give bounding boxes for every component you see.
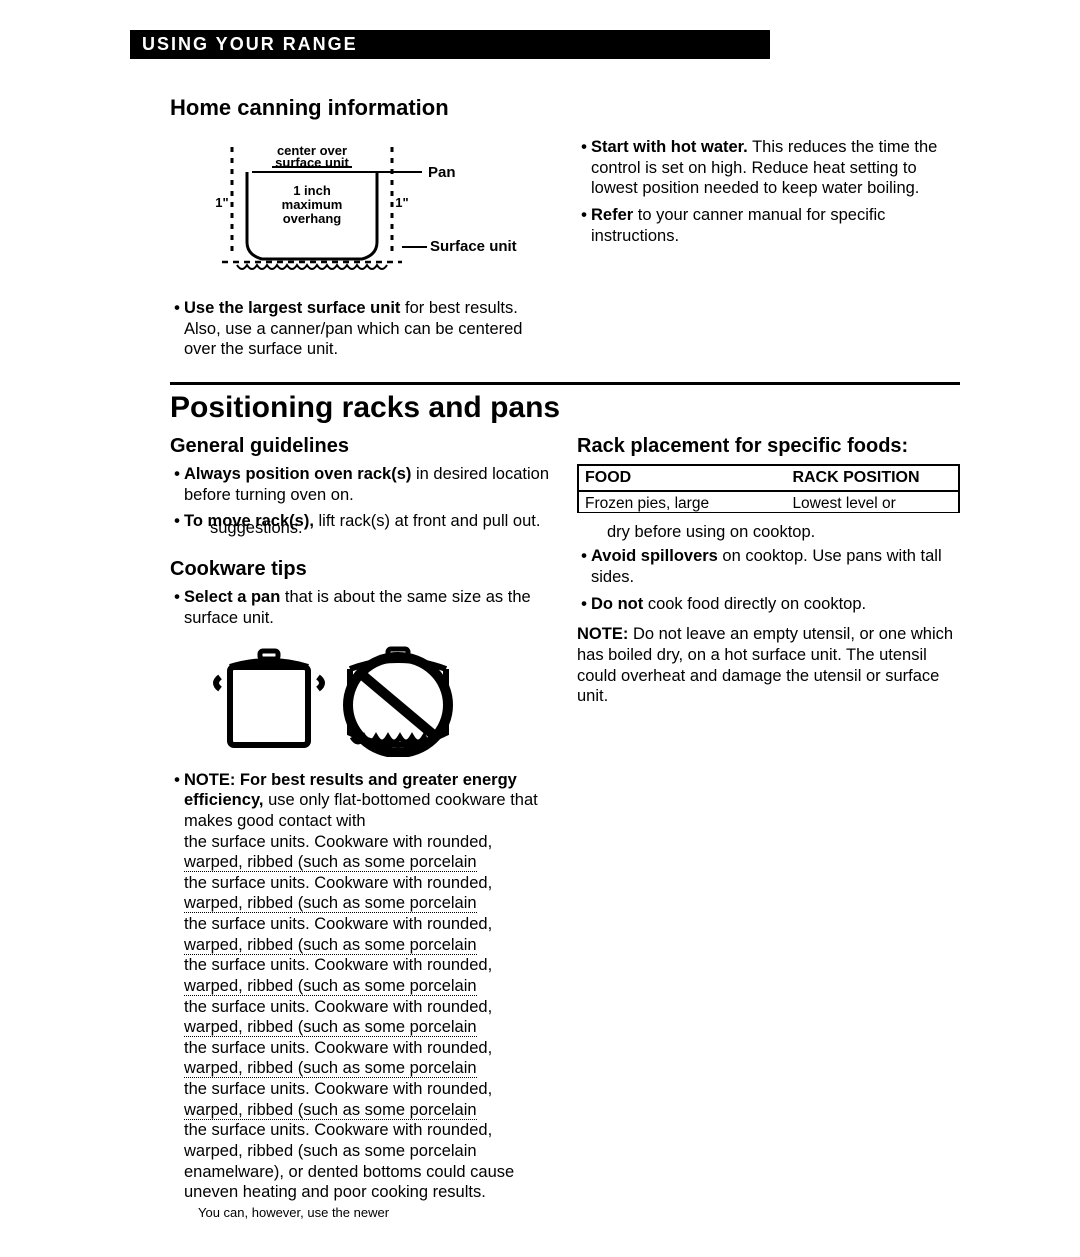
home-canning-heading: Home canning information bbox=[170, 95, 960, 121]
canning-right-bullet-1: • Start with hot water. This reduces the… bbox=[577, 137, 960, 199]
svg-text:Pan: Pan bbox=[428, 164, 456, 181]
canning-left-bullet: • Use the largest surface unit for best … bbox=[170, 298, 553, 360]
tail-line-2: You can, however, use the newer bbox=[198, 1205, 553, 1221]
svg-text:1": 1" bbox=[395, 195, 408, 210]
svg-text:overhang: overhang bbox=[282, 211, 341, 226]
right-note-text: Do not leave an empty utensil, or one wh… bbox=[577, 625, 953, 705]
section-rule bbox=[170, 382, 960, 385]
svg-text:maximum: maximum bbox=[281, 197, 342, 212]
overlay-fragment-left: suggestions. bbox=[210, 518, 553, 539]
table-row: Frozen pies, large Lowest level or bbox=[579, 492, 958, 512]
table-cell-position: Lowest level or bbox=[792, 495, 952, 509]
svg-text:surface unit: surface unit bbox=[275, 155, 349, 170]
note-bullet: • NOTE: For best results and greater ene… bbox=[170, 770, 553, 1221]
cookware-diagram bbox=[200, 637, 553, 762]
positioning-right-col: Rack placement for specific foods: FOOD … bbox=[577, 429, 960, 532]
positioning-title: Positioning racks and pans bbox=[170, 391, 960, 425]
canning-left-col: center over surface unit 1 inch maximum … bbox=[170, 137, 553, 366]
canner-diagram: center over surface unit 1 inch maximum … bbox=[170, 137, 553, 282]
right-note-paragraph: NOTE: Do not leave an empty utensil, or … bbox=[577, 624, 960, 707]
positioning-columns: General guidelines • Always position ove… bbox=[170, 429, 960, 532]
canning-columns: center over surface unit 1 inch maximum … bbox=[170, 137, 960, 366]
svg-text:Surface unit: Surface unit bbox=[430, 238, 517, 255]
section-header-bar: USING YOUR RANGE bbox=[130, 30, 770, 59]
table-header-row: FOOD RACK POSITION bbox=[579, 466, 958, 492]
cookware-tips-heading: Cookware tips bbox=[170, 558, 553, 581]
right-bullet-1: • Avoid spillovers on cooktop. Use pans … bbox=[577, 546, 960, 587]
rack-placement-heading: Rack placement for specific foods: bbox=[577, 435, 960, 458]
bullet-text: Use the largest surface unit for best re… bbox=[184, 298, 553, 360]
select-pan-bullet: • Select a pan that is about the same si… bbox=[170, 587, 553, 628]
right-bullet-2: • Do not cook food directly on cooktop. bbox=[577, 594, 960, 615]
bullet-dot: • bbox=[170, 298, 184, 360]
overlay-row: suggestions. Cookware tips • Select a pa… bbox=[170, 526, 960, 1227]
manual-page: USING YOUR RANGE Home canning informatio… bbox=[0, 0, 1080, 1257]
svg-text:1 inch: 1 inch bbox=[293, 183, 331, 198]
svg-text:1": 1" bbox=[215, 195, 228, 210]
table-header-position: RACK POSITION bbox=[792, 469, 952, 487]
table-header-food: FOOD bbox=[585, 469, 792, 487]
dry-before-line: dry before using on cooktop. bbox=[607, 522, 960, 543]
table-cell-food: Frozen pies, large bbox=[585, 495, 792, 509]
canning-right-bullet-2: • Refer to your canner manual for specif… bbox=[577, 205, 960, 246]
general-bullet-1: • Always position oven rack(s) in desire… bbox=[170, 464, 553, 505]
positioning-left-col: General guidelines • Always position ove… bbox=[170, 429, 553, 532]
rack-placement-table: FOOD RACK POSITION Frozen pies, large Lo… bbox=[577, 464, 960, 513]
general-guidelines-heading: General guidelines bbox=[170, 435, 553, 458]
canning-right-col: • Start with hot water. This reduces the… bbox=[577, 137, 960, 366]
